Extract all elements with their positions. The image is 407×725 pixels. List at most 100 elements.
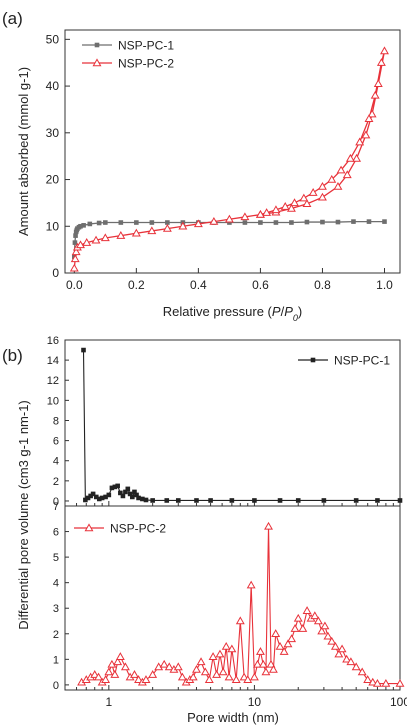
data-point-NSP-PC-2 [333, 181, 343, 190]
data-point-NSP-PC-1 [125, 486, 131, 492]
y-tick-label: 1 [53, 654, 59, 666]
data-point-NSP-PC-1 [143, 497, 149, 503]
data-point-NSP-PC-2 [342, 654, 352, 663]
data-point-NSP-PC-2 [70, 254, 80, 263]
data-point-NSP-PC-2 [164, 662, 174, 671]
data-point-NSP-PC-2 [346, 657, 356, 666]
y-tick-label: 20 [46, 173, 60, 187]
y-tick-label: 4 [53, 456, 59, 468]
data-point-NSP-PC-1 [227, 220, 232, 225]
y-tick-label: 50 [46, 32, 60, 46]
x-tick-label: 100 [390, 695, 407, 709]
data-point-NSP-PC-1 [165, 220, 170, 225]
data-point-NSP-PC-2 [381, 679, 391, 687]
data-point-NSP-PC-1 [78, 223, 83, 229]
data-point-NSP-PC-2 [134, 675, 144, 683]
x-axis-label: Relative pressure (P/P0) [163, 304, 302, 323]
data-point-NSP-PC-2 [320, 621, 330, 630]
y-axis-label: Differential pore volume (cm3 g-1 nm-1) [16, 400, 31, 630]
data-point-NSP-PC-1 [96, 220, 102, 226]
data-point-NSP-PC-1 [382, 219, 387, 224]
data-point-NSP-PC-2 [71, 247, 81, 256]
legend-NSP-PC-1-text: NSP-PC-1 [334, 354, 390, 368]
x-tick-label: 0.4 [190, 278, 207, 292]
panel-a-label: (a) [2, 9, 23, 28]
data-point-NSP-PC-1 [258, 220, 263, 225]
legend-NSP-PC-2-text: NSP-PC-2 [110, 522, 166, 536]
data-point-NSP-PC-2 [373, 79, 383, 87]
data-point-NSP-PC-2 [212, 670, 222, 678]
data-point-NSP-PC-1 [320, 219, 325, 225]
data-point-NSP-PC-1 [134, 492, 139, 498]
legend-NSP-PC-2-marker [92, 58, 102, 67]
data-point-NSP-PC-2 [246, 580, 256, 589]
x-tick-label: 1 [105, 695, 112, 709]
data-point-NSP-PC-2 [94, 672, 104, 681]
data-point-NSP-PC-1 [175, 498, 181, 503]
data-point-NSP-PC-2 [224, 214, 234, 223]
x-tick-label: 0.0 [66, 278, 83, 292]
x-tick-label: 10 [248, 695, 262, 709]
series-line-NSP-PC-1 [82, 350, 400, 502]
data-point-NSP-PC-2 [116, 231, 126, 239]
legend-NSP-PC-2-marker [84, 523, 94, 532]
data-point-NSP-PC-2 [336, 165, 346, 174]
data-point-NSP-PC-2 [370, 90, 380, 99]
y-tick-label: 2 [53, 476, 59, 488]
data-point-NSP-PC-1 [149, 220, 155, 225]
data-point-NSP-PC-2 [352, 153, 362, 162]
data-point-NSP-PC-1 [85, 495, 91, 501]
data-point-NSP-PC-2 [192, 664, 201, 673]
data-point-NSP-PC-2 [224, 672, 234, 681]
data-point-NSP-PC-2 [342, 170, 352, 179]
data-point-NSP-PC-2 [177, 672, 187, 681]
data-point-NSP-PC-1 [72, 240, 78, 245]
data-point-NSP-PC-2 [130, 670, 139, 678]
data-point-NSP-PC-1 [73, 233, 78, 238]
data-point-NSP-PC-1 [99, 495, 105, 501]
data-point-NSP-PC-2 [330, 641, 340, 650]
data-point-NSP-PC-2 [271, 205, 281, 214]
y-tick-label: 4 [53, 578, 59, 590]
data-point-NSP-PC-2 [90, 670, 100, 678]
data-point-NSP-PC-1 [140, 496, 145, 502]
data-point-NSP-PC-2 [113, 657, 123, 666]
data-point-NSP-PC-1 [106, 492, 112, 498]
x-tick-label: 0.6 [252, 278, 269, 292]
x-tick-label: 0.8 [314, 278, 331, 292]
data-point-NSP-PC-2 [221, 641, 231, 650]
data-point-NSP-PC-2 [159, 659, 169, 668]
data-point-NSP-PC-2 [227, 644, 237, 653]
data-point-NSP-PC-2 [271, 629, 281, 637]
y-tick-label: 0 [53, 496, 59, 508]
data-point-NSP-PC-2 [218, 667, 228, 676]
data-point-NSP-PC-1 [229, 498, 235, 503]
data-point-NSP-PC-2 [317, 192, 327, 201]
data-point-NSP-PC-1 [83, 497, 88, 503]
y-tick-label: 12 [47, 375, 59, 387]
data-point-NSP-PC-2 [240, 212, 250, 221]
data-point-NSP-PC-2 [188, 672, 198, 681]
data-point-NSP-PC-2 [327, 636, 337, 645]
data-point-NSP-PC-1 [123, 489, 128, 495]
data-point-NSP-PC-2 [115, 652, 125, 660]
data-point-NSP-PC-2 [120, 662, 130, 671]
data-point-NSP-PC-2 [266, 659, 276, 668]
data-point-NSP-PC-1 [112, 484, 118, 490]
data-point-NSP-PC-1 [134, 220, 139, 225]
data-point-NSP-PC-2 [355, 137, 365, 146]
panel-b-label: (b) [2, 346, 23, 365]
panel-a-isotherm-chart: 0.0 0.2 0.4 0.6 0.8 1.0 0 10 20 30 40 50 Relative pr… [16, 29, 401, 323]
data-point-NSP-PC-1 [118, 490, 123, 496]
data-point-NSP-PC-2 [351, 662, 361, 671]
data-point-NSP-PC-1 [115, 483, 120, 489]
data-point-NSP-PC-1 [96, 496, 102, 502]
data-point-NSP-PC-2 [302, 606, 312, 614]
data-point-NSP-PC-2 [280, 202, 290, 210]
y-tick-label: 2 [53, 629, 59, 641]
y-tick-label: 14 [47, 355, 59, 367]
data-point-NSP-PC-2 [363, 675, 373, 683]
data-point-NSP-PC-2 [298, 624, 308, 632]
data-point-NSP-PC-1 [81, 223, 86, 228]
